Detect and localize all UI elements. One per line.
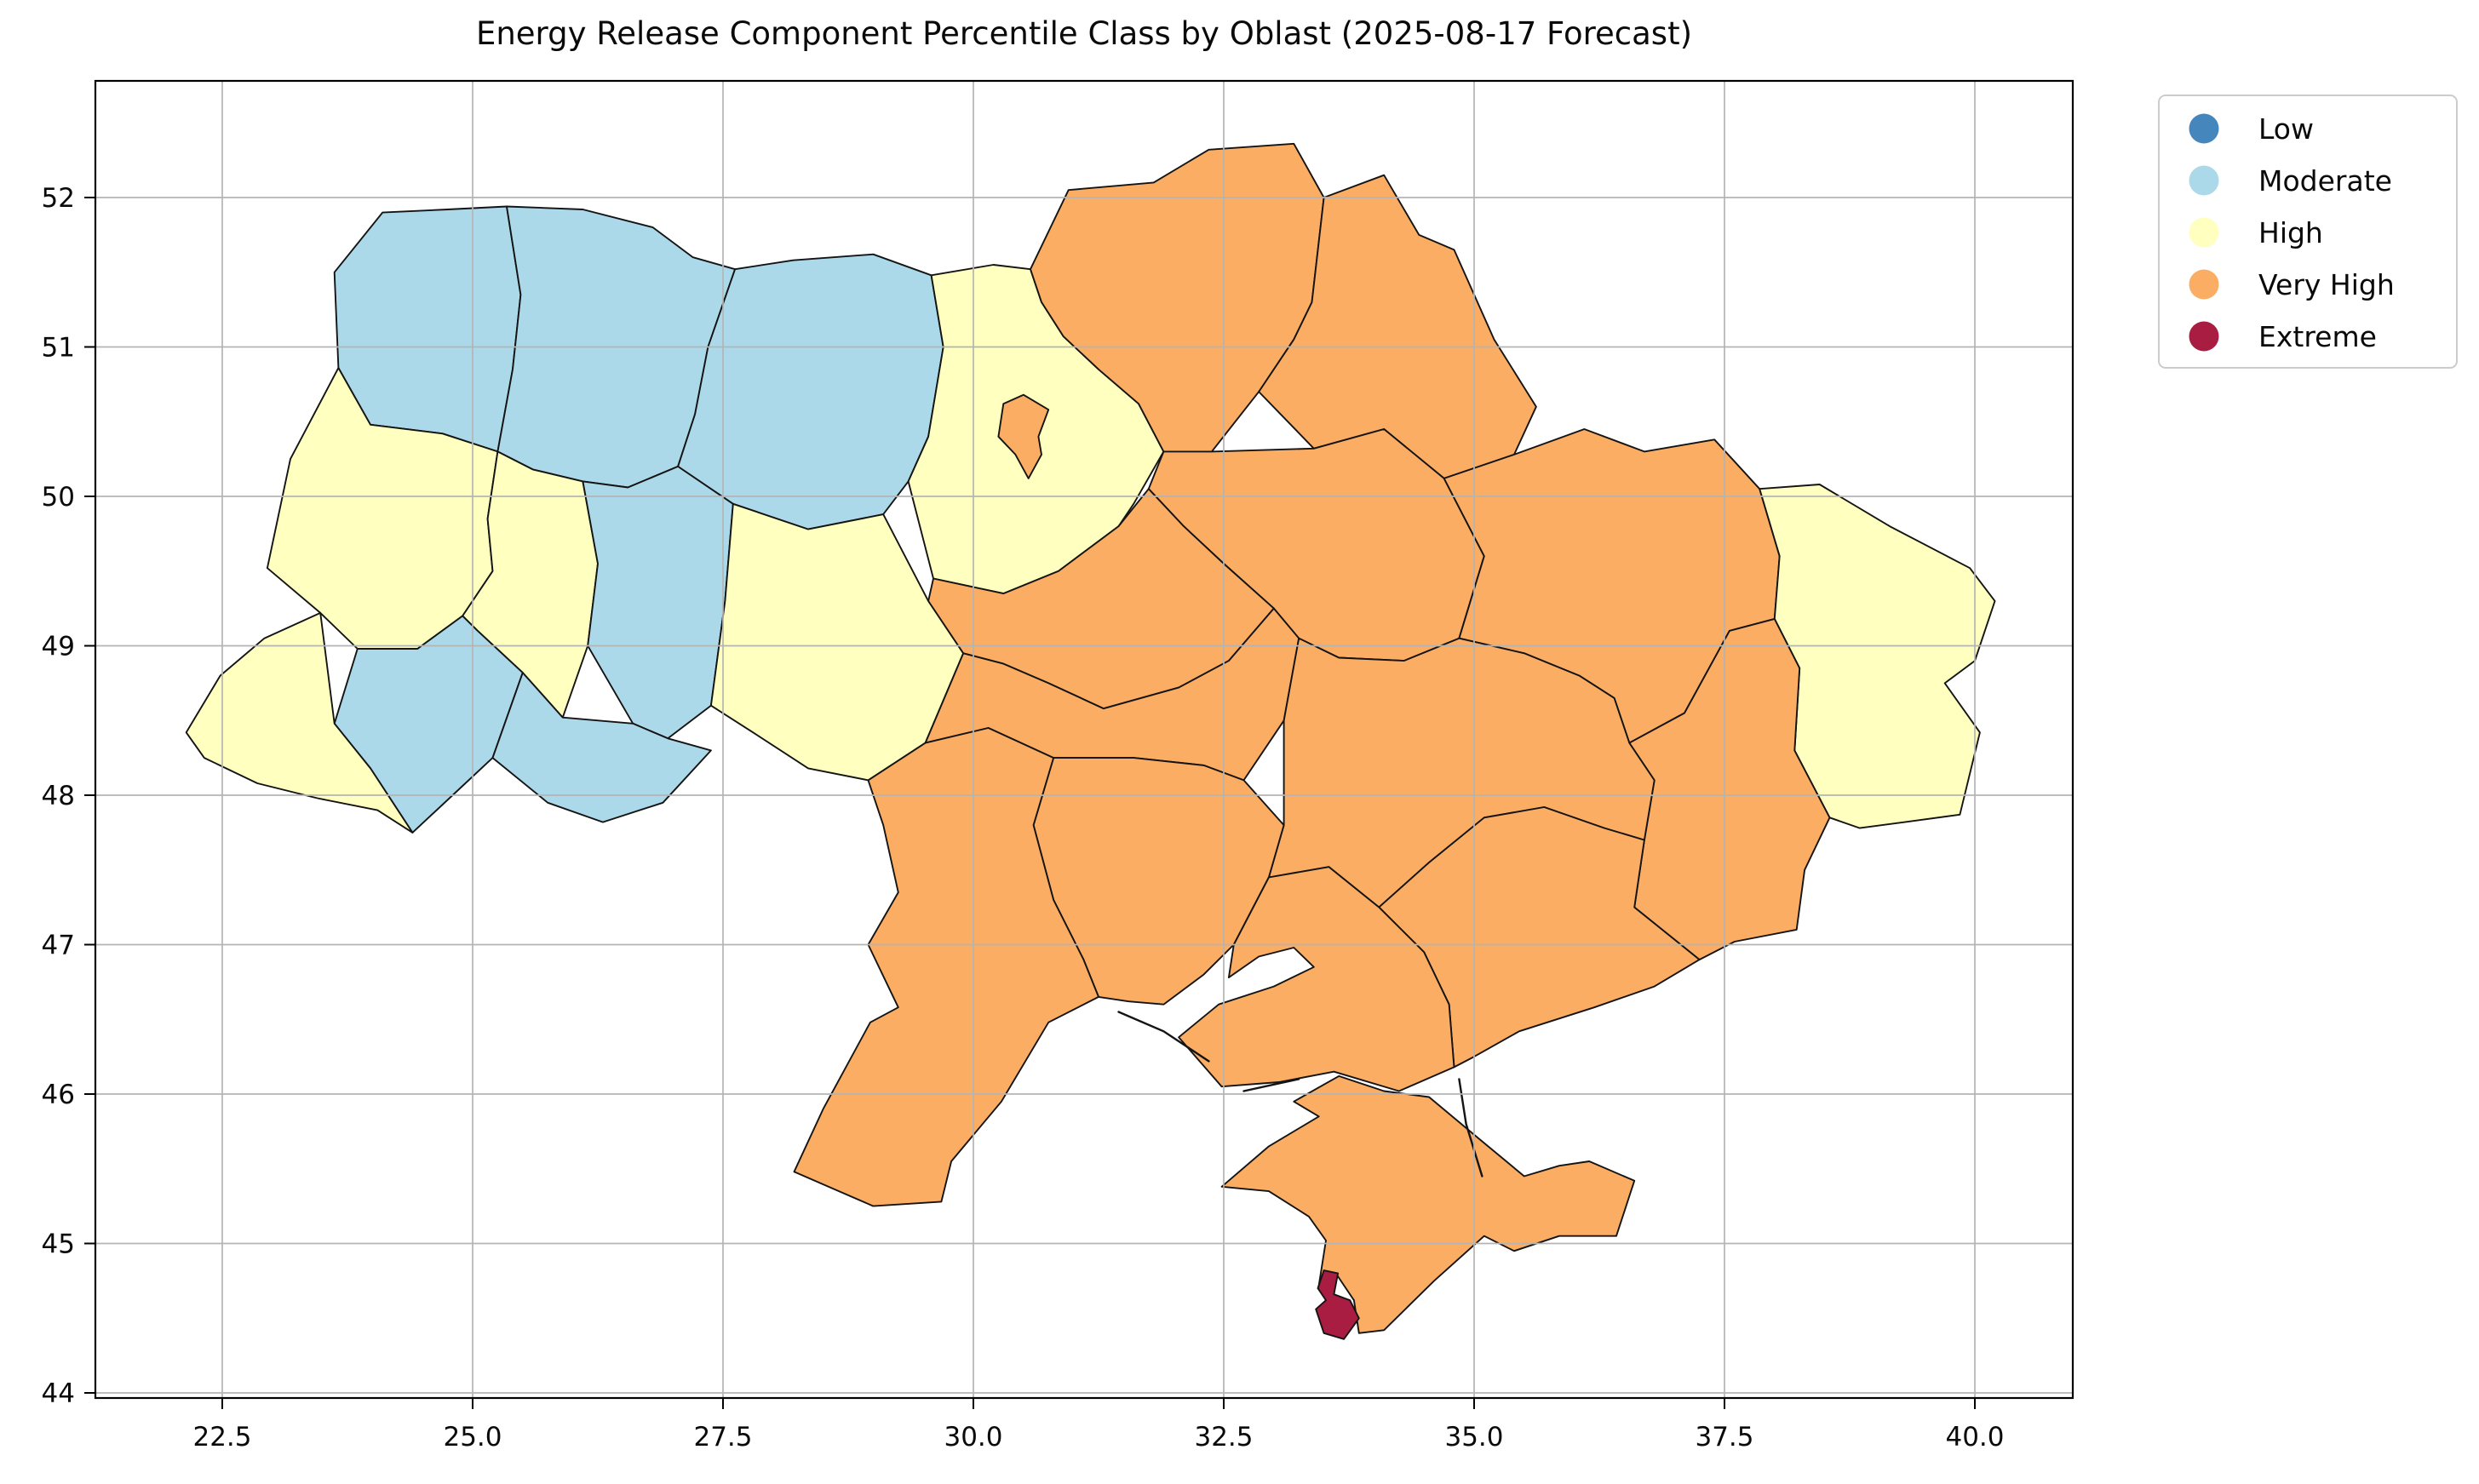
region-kherson — [1178, 866, 1455, 1092]
region-kyiv-city — [997, 393, 1050, 479]
legend-label-extreme: Extreme — [2258, 320, 2377, 353]
y-tick-label-47: 47 — [42, 931, 75, 961]
x-tick-label-32.5: 32.5 — [1194, 1422, 1253, 1452]
region-zhytomyr — [677, 253, 944, 530]
y-tick-label-51: 51 — [42, 333, 75, 364]
x-tick-label-35: 35.0 — [1444, 1422, 1503, 1452]
x-tick-label-37.5: 37.5 — [1695, 1422, 1753, 1452]
axis-ticks-layer: 22.5 25.0 27.5 30.0 32.5 35.0 37.5 40.0 52 51 50 49… — [42, 183, 2005, 1452]
x-tick-label-40: 40.0 — [1945, 1422, 2004, 1452]
legend-box — [2158, 95, 2458, 369]
y-tick-label-52: 52 — [42, 183, 75, 214]
y-tick-label-44: 44 — [42, 1378, 75, 1409]
map-regions-layer — [185, 142, 1996, 1340]
region-zakarpattia — [185, 611, 414, 834]
legend-marker-low — [2189, 113, 2219, 144]
y-tick-label-49: 49 — [42, 632, 75, 662]
legend-label-moderate: Moderate — [2258, 164, 2392, 198]
region-crimea — [1220, 1074, 1636, 1334]
region-chernivtsi — [491, 672, 712, 823]
x-tick-label-22.5: 22.5 — [192, 1422, 251, 1452]
legend: Low Moderate High Very High Extreme — [2158, 95, 2458, 369]
legend-marker-moderate — [2189, 165, 2219, 196]
y-tick-label-48: 48 — [42, 781, 75, 811]
legend-label-low: Low — [2258, 112, 2314, 146]
chart-title: Energy Release Component Percentile Clas… — [476, 15, 1692, 52]
x-tick-label-27.5: 27.5 — [693, 1422, 752, 1452]
legend-marker-extreme — [2189, 321, 2219, 352]
region-odesa — [793, 727, 1099, 1207]
y-tick-label-45: 45 — [42, 1229, 75, 1260]
legend-marker-high — [2189, 217, 2219, 248]
tendra-spit — [1117, 1011, 1210, 1063]
region-sevastopol — [1315, 1269, 1360, 1340]
y-tick-label-50: 50 — [42, 482, 75, 513]
plot-border — [94, 79, 2074, 1400]
legend-marker-very-high — [2189, 269, 2219, 300]
legend-label-very-high: Very High — [2258, 268, 2395, 301]
x-tick-label-30: 30.0 — [944, 1422, 1002, 1452]
grid-layer — [95, 81, 2073, 1398]
y-tick-label-46: 46 — [42, 1080, 75, 1110]
x-tick-label-25: 25.0 — [443, 1422, 502, 1452]
dzharylhach-spit — [1242, 1078, 1300, 1092]
legend-label-high: High — [2258, 216, 2323, 249]
